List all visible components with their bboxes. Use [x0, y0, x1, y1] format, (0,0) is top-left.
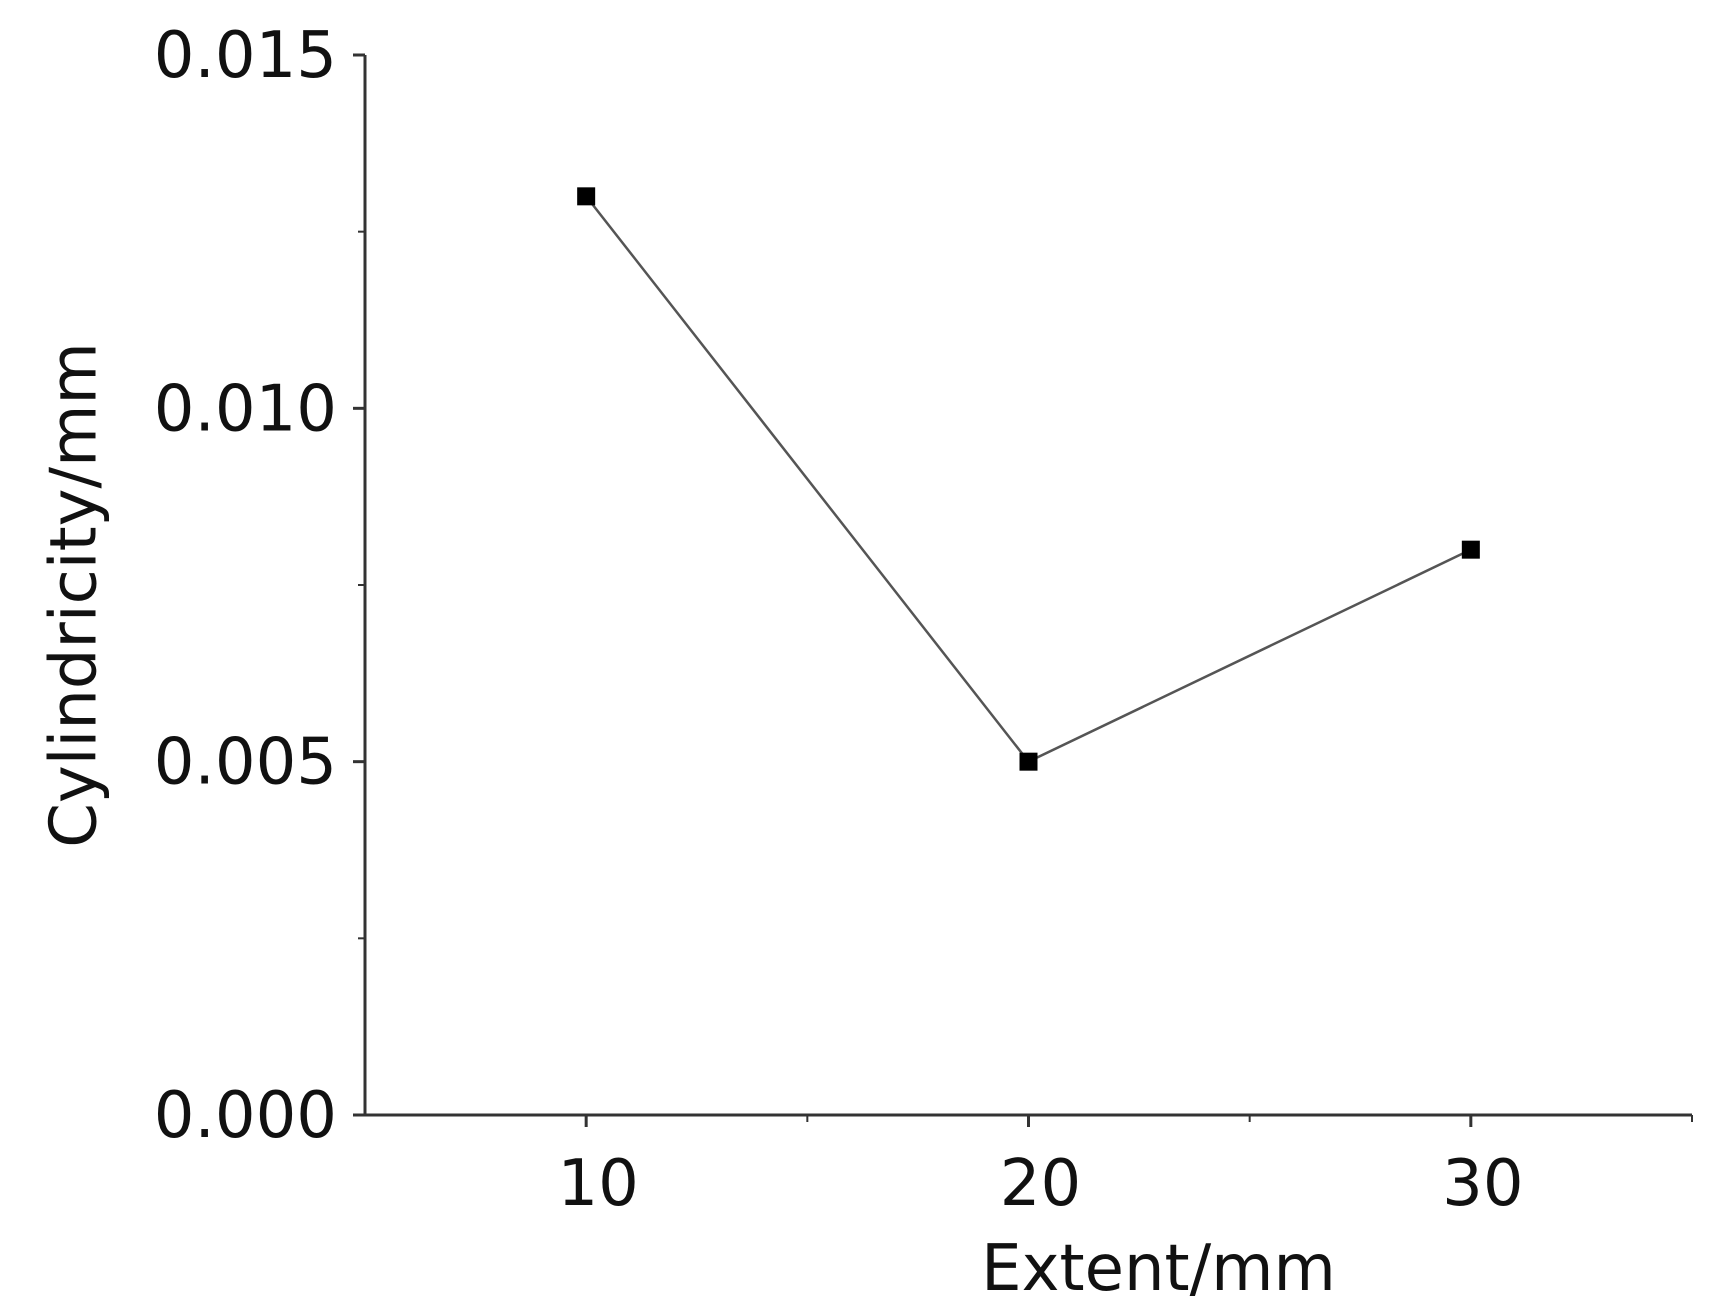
data-point-marker — [577, 187, 596, 206]
x-tick-label: 30 — [1442, 1147, 1523, 1221]
y-tick-label: 0.000 — [154, 1079, 337, 1153]
x-tick-label: 10 — [557, 1147, 638, 1221]
data-point-marker — [1461, 540, 1480, 559]
data-point-marker — [1019, 752, 1038, 771]
x-axis-title: Extent/mm — [981, 1232, 1336, 1306]
series-line — [585, 195, 1472, 764]
y-tick-label: 0.015 — [154, 19, 337, 93]
y-axis-title: Cylindricity/mm — [38, 342, 112, 848]
ticks: 0.000 0.005 0.010 0.015 10 20 30 — [154, 19, 1693, 1221]
series-layer — [577, 187, 1480, 771]
y-tick-label: 0.005 — [154, 726, 337, 800]
y-tick-label: 0.010 — [154, 372, 337, 446]
x-tick-label: 20 — [1000, 1147, 1081, 1221]
axes — [363, 55, 1692, 1117]
